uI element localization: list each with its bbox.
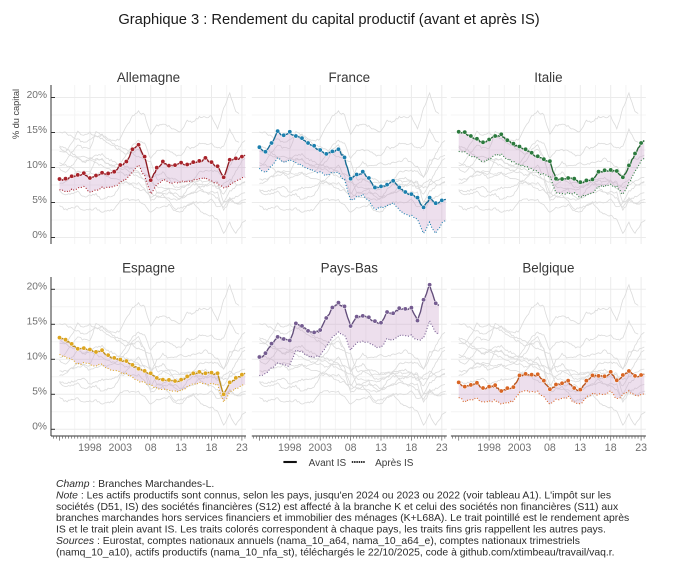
svg-text:(namq_10_a10), actifs producti: (namq_10_a10), actifs productifs (nama_1… (56, 547, 615, 558)
svg-text:1998: 1998 (477, 442, 501, 454)
svg-text:08: 08 (145, 442, 157, 454)
svg-text:1998: 1998 (78, 442, 102, 454)
svg-text:23: 23 (236, 442, 248, 454)
svg-text:2003: 2003 (508, 442, 532, 454)
svg-text:2003: 2003 (109, 442, 133, 454)
svg-text:23: 23 (436, 442, 448, 454)
svg-text:Belgique: Belgique (522, 261, 574, 276)
svg-text:Note : Les actifs productifs s: Note : Les actifs productifs sont connus… (56, 490, 611, 501)
svg-text:10%: 10% (27, 160, 47, 171)
svg-text:18: 18 (206, 442, 218, 454)
svg-text:Sources : Eurostat, comptes na: Sources : Eurostat, comptes nationaux an… (56, 536, 580, 547)
svg-text:% du capital: % du capital (11, 89, 21, 139)
svg-text:1998: 1998 (278, 442, 302, 454)
svg-text:5%: 5% (32, 387, 47, 398)
svg-text:Espagne: Espagne (122, 261, 175, 276)
svg-text:08: 08 (345, 442, 357, 454)
svg-text:0%: 0% (32, 422, 47, 433)
svg-text:13: 13 (175, 442, 187, 454)
svg-text:18: 18 (406, 442, 418, 454)
svg-text:13: 13 (375, 442, 387, 454)
svg-text:0%: 0% (32, 230, 47, 241)
svg-text:23: 23 (635, 442, 647, 454)
svg-text:Pays-Bas: Pays-Bas (321, 261, 379, 276)
svg-text:18: 18 (605, 442, 617, 454)
svg-text:08: 08 (544, 442, 556, 454)
svg-text:10%: 10% (27, 352, 47, 363)
svg-text:5%: 5% (32, 195, 47, 206)
svg-text:20%: 20% (27, 90, 47, 101)
svg-text:20%: 20% (27, 282, 47, 293)
svg-text:IS et le trait plein avant IS.: IS et le trait plein avant IS. Les trait… (56, 525, 606, 536)
svg-text:13: 13 (574, 442, 586, 454)
svg-text:2003: 2003 (308, 442, 332, 454)
svg-text:France: France (328, 70, 370, 85)
svg-text:sociétés (D51, IS) des société: sociétés (D51, IS) des sociétés financiè… (56, 502, 619, 513)
svg-text:Avant IS: Avant IS (309, 458, 347, 469)
svg-text:15%: 15% (27, 317, 47, 328)
svg-text:15%: 15% (27, 125, 47, 136)
svg-text:Graphique 3 : Rendement du cap: Graphique 3 : Rendement du capital produ… (118, 12, 539, 28)
svg-text:Après IS: Après IS (375, 458, 414, 469)
svg-text:branches marchandes hors servi: branches marchandes hors services financ… (56, 513, 629, 524)
svg-text:Allemagne: Allemagne (117, 70, 180, 85)
svg-text:Champ : Branches Marchandes-L.: Champ : Branches Marchandes-L. (56, 479, 214, 490)
svg-text:Italie: Italie (534, 70, 562, 85)
